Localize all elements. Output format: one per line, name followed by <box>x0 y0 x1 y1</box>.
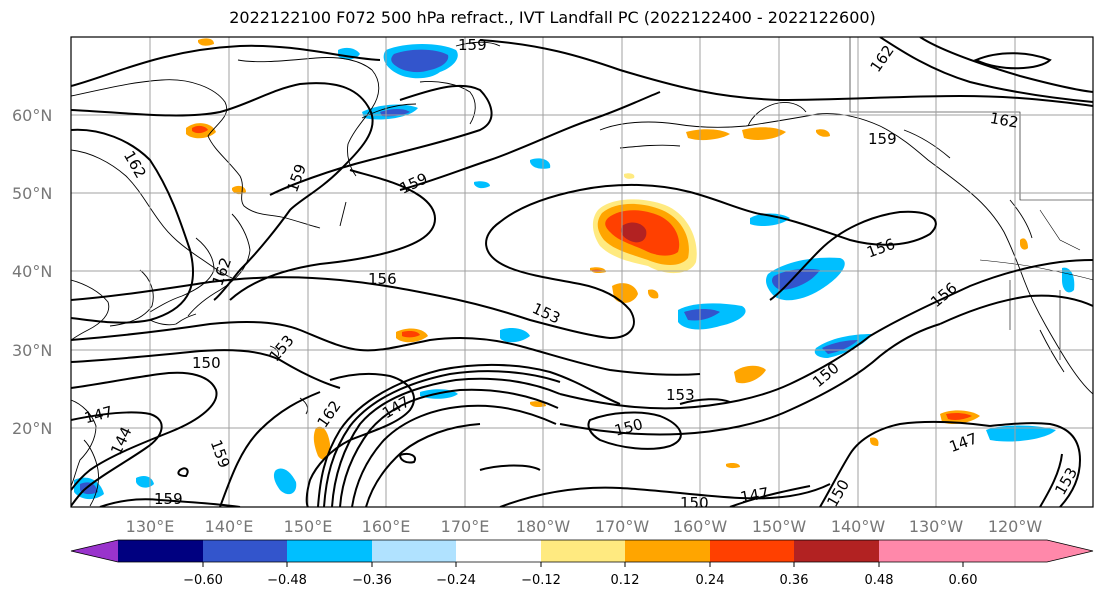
lon-label-160e: 160°E <box>362 517 411 536</box>
lon-label-170e: 170°E <box>441 517 490 536</box>
lon-label-140e: 140°E <box>205 517 254 536</box>
lon-label-180w: 180°W <box>516 517 571 536</box>
colorbar-ticks <box>202 562 964 567</box>
lon-label-150e: 150°E <box>284 517 333 536</box>
colorbar-label: −0.36 <box>352 573 392 588</box>
lon-label-170w: 170°W <box>595 517 650 536</box>
colorbar-bin <box>203 540 287 562</box>
contour-label: 162 <box>989 109 1020 132</box>
contour-label: 159 <box>868 130 897 148</box>
lat-label-50n: 50°N <box>12 184 52 203</box>
lat-labels: 60°N 50°N 40°N 30°N 20°N <box>12 106 52 438</box>
borders <box>849 37 1093 360</box>
colorbar-bin <box>118 540 203 562</box>
lon-label-130e: 130°E <box>126 517 175 536</box>
colorbar-bin <box>541 540 625 562</box>
shading-layer <box>74 38 1075 500</box>
contour-label: 153 <box>666 386 695 404</box>
colorbar-bin <box>879 540 963 562</box>
lon-label-120w: 120°W <box>988 517 1043 536</box>
map-title: 2022122100 F072 500 hPa refract., IVT La… <box>229 8 876 27</box>
colorbar-label: −0.12 <box>521 573 561 588</box>
colorbar-bin <box>710 540 794 562</box>
lon-label-140w: 140°W <box>831 517 886 536</box>
contour-label: 150 <box>192 354 221 372</box>
lon-label-130w: 130°W <box>909 517 964 536</box>
colorbar-label: 0.60 <box>949 573 978 588</box>
lat-label-60n: 60°N <box>12 106 52 125</box>
contours <box>71 37 1093 507</box>
colorbar-label: −0.24 <box>436 573 476 588</box>
colorbar-label: −0.60 <box>183 573 223 588</box>
lon-label-150w: 150°W <box>752 517 807 536</box>
colorbar-label: 0.48 <box>865 573 894 588</box>
colorbar-label: 0.24 <box>696 573 725 588</box>
colorbar-extend-left <box>71 540 118 562</box>
colorbar-bin <box>625 540 710 562</box>
colorbar-bin <box>794 540 879 562</box>
lon-labels: 130°E 140°E 150°E 160°E 170°E 180°W 170°… <box>126 517 1043 536</box>
contour-label: 159 <box>458 36 487 54</box>
colorbar-extend-right <box>963 540 1093 562</box>
colorbar-label: 0.12 <box>611 573 640 588</box>
positive-anomaly-core <box>592 199 697 274</box>
contour-label: 156 <box>368 270 397 288</box>
negative-anomaly-central <box>74 158 1075 500</box>
colorbar-bin <box>287 540 372 562</box>
colorbar-label: −0.48 <box>267 573 307 588</box>
colorbar-bin <box>372 540 456 562</box>
lon-label-160w: 160°W <box>673 517 728 536</box>
coastlines <box>71 41 1093 507</box>
colorbar-tick-labels: −0.60 −0.48 −0.36 −0.24 −0.12 0.12 0.24 … <box>183 573 977 588</box>
contour-label: 150 <box>680 494 709 512</box>
lat-label-40n: 40°N <box>12 262 52 281</box>
map-frame <box>70 36 1094 508</box>
colorbar: −0.60 −0.48 −0.36 −0.24 −0.12 0.12 0.24 … <box>70 539 1094 588</box>
positive-anomaly-scattered <box>186 38 1028 469</box>
contour-label: 147 <box>739 484 770 507</box>
colorbar-label: 0.36 <box>780 573 809 588</box>
negative-anomaly-bering <box>338 44 458 120</box>
colorbar-bin <box>456 540 541 562</box>
lat-label-20n: 20°N <box>12 419 52 438</box>
lat-label-30n: 30°N <box>12 341 52 360</box>
contour-label: 159 <box>154 490 183 508</box>
